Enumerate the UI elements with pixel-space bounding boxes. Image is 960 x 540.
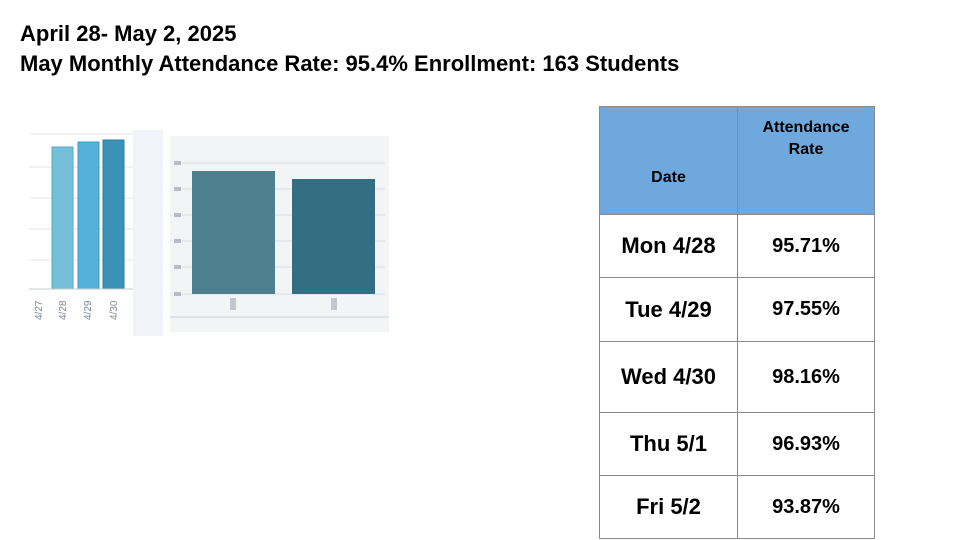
chart-bar-4-29 (77, 141, 100, 290)
tick-label-4-29: 4/29 (83, 300, 94, 320)
tick-label-4-27: 4/27 (34, 300, 45, 320)
chart-bar-4-28 (51, 146, 74, 290)
table-header-row: Date Attendance Rate (599, 106, 875, 215)
chart-bar-4-30 (102, 139, 125, 290)
date-range-title: April 28- May 2, 2025 (20, 21, 237, 46)
daily-attendance-chart: 4/27 4/28 4/29 4/30 (29, 133, 133, 320)
row-date: Mon 4/28 (599, 214, 738, 278)
page-heading: April 28- May 2, 2025 May Monthly Attend… (20, 19, 679, 79)
row-rate: 95.71% (737, 214, 875, 278)
table-row: Wed 4/30 98.16% (599, 341, 875, 413)
chart-side-strip (133, 130, 163, 336)
tick-label-4-30: 4/30 (109, 300, 120, 320)
row-rate: 93.87% (737, 475, 875, 539)
row-date: Thu 5/1 (599, 412, 738, 476)
row-rate: 98.16% (737, 341, 875, 413)
chart-bar-left (192, 171, 275, 294)
weekly-comparison-chart (170, 136, 389, 332)
row-rate: 96.93% (737, 412, 875, 476)
row-date: Wed 4/30 (599, 341, 738, 413)
row-date: Fri 5/2 (599, 475, 738, 539)
monthly-summary: May Monthly Attendance Rate: 95.4% Enrol… (20, 51, 680, 76)
tick-label-4-28: 4/28 (58, 300, 69, 320)
weekly-comparison-chart-crop (170, 136, 389, 332)
header-rate-line2: Rate (788, 141, 824, 158)
row-date: Tue 4/29 (599, 277, 738, 342)
table-row: Mon 4/28 95.71% (599, 214, 875, 278)
row-rate: 97.55% (737, 277, 875, 342)
header-rate-line1: Attendance (762, 119, 850, 136)
blurred-x-labels (230, 298, 337, 310)
blurred-y-tick-marks (174, 161, 181, 296)
header-date: Date (599, 106, 738, 215)
attendance-table: Date Attendance Rate Mon 4/28 95.71% Tue… (599, 106, 875, 539)
header-attendance-rate: Attendance Rate (737, 106, 875, 215)
table-row: Thu 5/1 96.93% (599, 412, 875, 476)
daily-attendance-chart-crop: 4/27 4/28 4/29 4/30 (29, 130, 163, 336)
table-row: Fri 5/2 93.87% (599, 475, 875, 539)
table-row: Tue 4/29 97.55% (599, 277, 875, 342)
chart-bar-right (292, 179, 375, 294)
